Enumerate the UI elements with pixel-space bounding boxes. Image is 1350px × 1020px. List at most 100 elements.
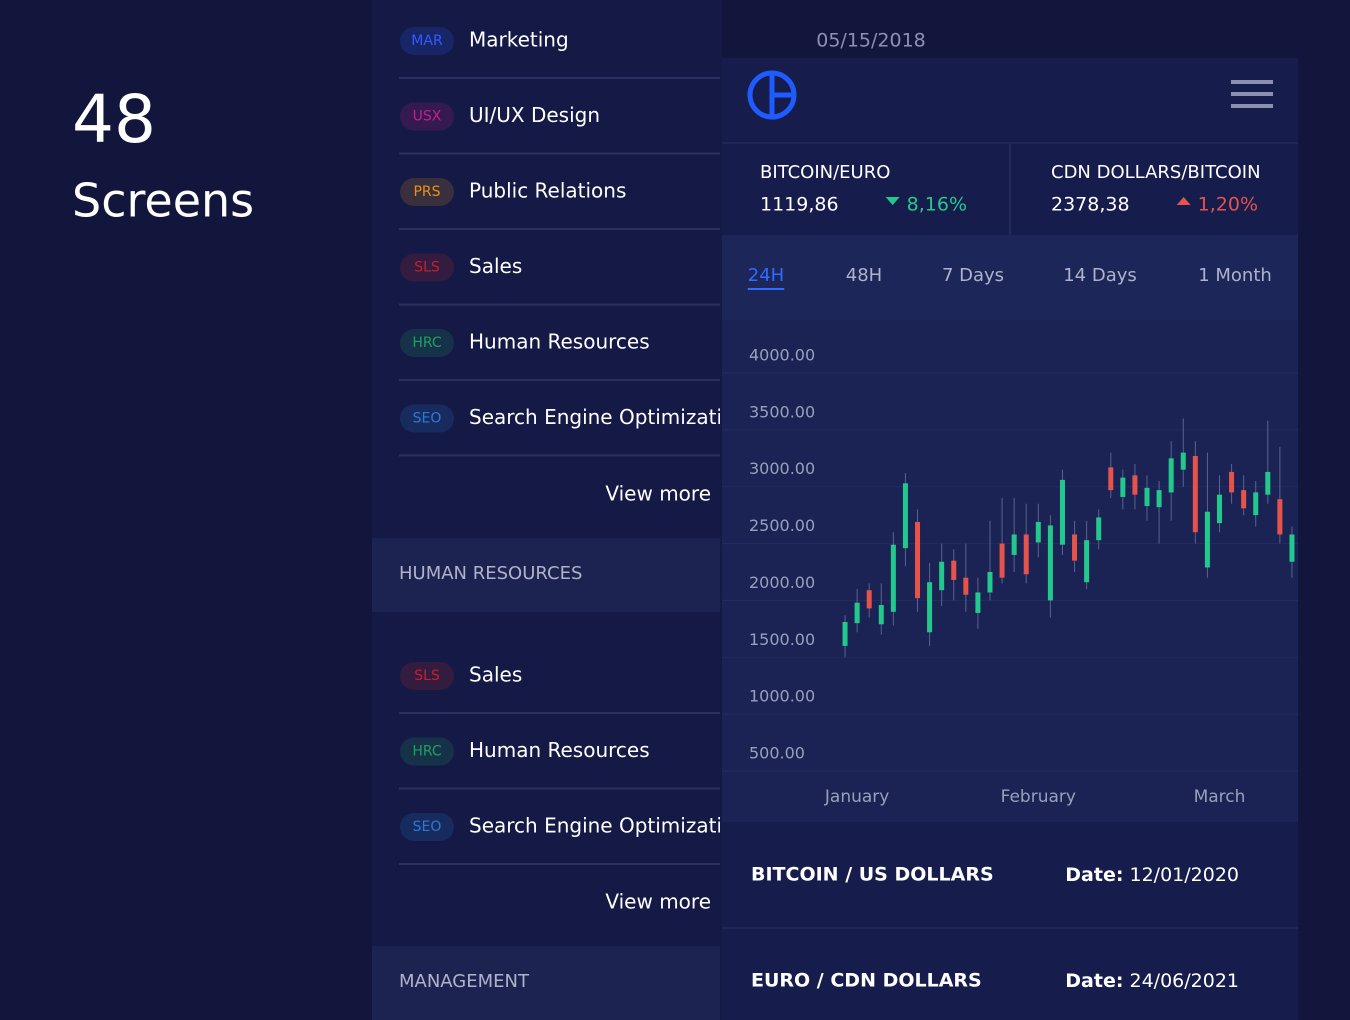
menu-item[interactable]: Search Engine Optimization xyxy=(469,814,747,838)
candle-body xyxy=(1120,477,1126,497)
ticker-pair: CDN DOLLARS/BITCOIN xyxy=(1051,162,1261,183)
menu-item[interactable]: Sales xyxy=(469,663,522,687)
candle-body xyxy=(1132,475,1138,495)
menu-item[interactable]: Human Resources xyxy=(469,330,650,354)
date-label: Date: xyxy=(1065,864,1123,886)
menu-item[interactable]: Human Resources xyxy=(469,738,650,762)
badge xyxy=(400,662,454,690)
candle-body xyxy=(1192,456,1198,533)
date-value: 24/06/2021 xyxy=(1129,970,1239,992)
menu-item[interactable]: UI/UX Design xyxy=(469,103,600,127)
date-label: Date: xyxy=(1065,970,1123,992)
candle-body xyxy=(963,577,969,595)
tab-bar xyxy=(722,235,1298,320)
tab[interactable]: 1 Month xyxy=(1198,265,1272,286)
candle-body xyxy=(1265,471,1271,495)
badge xyxy=(400,253,454,282)
candle-body xyxy=(1108,467,1114,491)
candle-body xyxy=(866,590,872,609)
pair-date: Date: 24/06/2021 xyxy=(1065,970,1239,992)
menu-item[interactable]: Sales xyxy=(469,254,522,278)
candle-body xyxy=(1229,471,1235,493)
badge xyxy=(400,813,454,841)
date-value: 12/01/2020 xyxy=(1129,864,1239,886)
badge xyxy=(400,329,454,357)
candle-body xyxy=(1096,517,1102,541)
badge xyxy=(400,404,454,433)
view-more[interactable]: View more xyxy=(605,482,711,506)
candle-body xyxy=(927,582,933,633)
section-header xyxy=(372,538,720,612)
ticker-change: 8,16% xyxy=(907,194,967,216)
view-more[interactable]: View more xyxy=(605,890,711,914)
badge-code: USX xyxy=(413,109,442,125)
candle-body xyxy=(842,622,848,646)
candle-body xyxy=(1204,511,1210,568)
tab[interactable]: 7 Days xyxy=(942,265,1004,286)
candle-body xyxy=(1216,494,1222,524)
candle-body xyxy=(1144,487,1150,507)
candle-body xyxy=(1253,492,1259,516)
x-tick-label: February xyxy=(1001,787,1076,807)
y-tick-label: 4000.00 xyxy=(749,346,815,365)
section-title: MANAGEMENT xyxy=(399,971,530,992)
candle-body xyxy=(1289,534,1295,562)
menu-column xyxy=(372,0,722,1020)
badge-code: PRS xyxy=(413,184,440,200)
candle-body xyxy=(1035,521,1041,543)
hero-label: Screens xyxy=(72,174,254,228)
y-tick-label: 500.00 xyxy=(749,744,805,763)
candle-body xyxy=(1047,525,1053,601)
ticker-pair: BITCOIN/EURO xyxy=(760,162,890,183)
x-tick-label: March xyxy=(1194,787,1246,807)
y-tick-label: 3000.00 xyxy=(749,459,815,478)
y-tick-label: 2000.00 xyxy=(749,573,815,592)
date: 05/15/2018 xyxy=(816,30,926,52)
hero-count: 48 xyxy=(72,81,156,158)
badge-code: SLS xyxy=(414,260,440,276)
pair-name[interactable]: EURO / CDN DOLLARS xyxy=(751,970,982,992)
pair-date: Date: 12/01/2020 xyxy=(1065,864,1239,886)
pair-name[interactable]: BITCOIN / US DOLLARS xyxy=(751,864,994,886)
change-arrow xyxy=(1176,197,1191,205)
section-header xyxy=(372,946,720,1020)
tab[interactable]: 48H xyxy=(846,265,882,286)
candle-body xyxy=(1011,534,1017,555)
candle-body xyxy=(1084,540,1090,583)
x-tick-label: January xyxy=(824,787,889,807)
tab[interactable]: 14 Days xyxy=(1063,265,1137,286)
candle-body xyxy=(878,604,884,625)
y-tick-label: 3500.00 xyxy=(749,402,815,421)
candle-body xyxy=(975,592,981,613)
candle-body xyxy=(1277,499,1283,535)
y-tick-label: 1000.00 xyxy=(749,687,815,706)
menu-item[interactable]: Search Engine Optimization xyxy=(469,405,747,429)
candle-body xyxy=(915,521,921,599)
chart-area xyxy=(722,320,1298,822)
y-tick-label: 1500.00 xyxy=(749,630,815,649)
badge-code: SEO xyxy=(413,819,442,835)
y-tick-label: 2500.00 xyxy=(749,516,815,535)
badge xyxy=(400,737,454,766)
menu-item[interactable]: Public Relations xyxy=(469,179,626,203)
candle-body xyxy=(890,544,896,612)
candle-body xyxy=(1072,534,1078,561)
candle-body xyxy=(1059,479,1065,545)
candle-body xyxy=(1023,534,1029,575)
tab[interactable]: 24H xyxy=(748,265,784,286)
candle-body xyxy=(1241,490,1247,509)
badge-code: HRC xyxy=(412,335,442,351)
ticker-price: 2378,38 xyxy=(1051,194,1130,216)
candle-body xyxy=(951,560,957,580)
badge-code: HRC xyxy=(412,744,442,760)
candle-body xyxy=(987,572,993,593)
ticker-change: 1,20% xyxy=(1198,194,1258,216)
badge xyxy=(400,102,454,131)
candle-body xyxy=(999,543,1005,578)
menu-button[interactable] xyxy=(1231,80,1273,108)
badge-code: SLS xyxy=(414,668,440,684)
candle-body xyxy=(939,561,945,591)
badge-code: SEO xyxy=(413,411,442,427)
menu-item[interactable]: Marketing xyxy=(469,28,569,52)
